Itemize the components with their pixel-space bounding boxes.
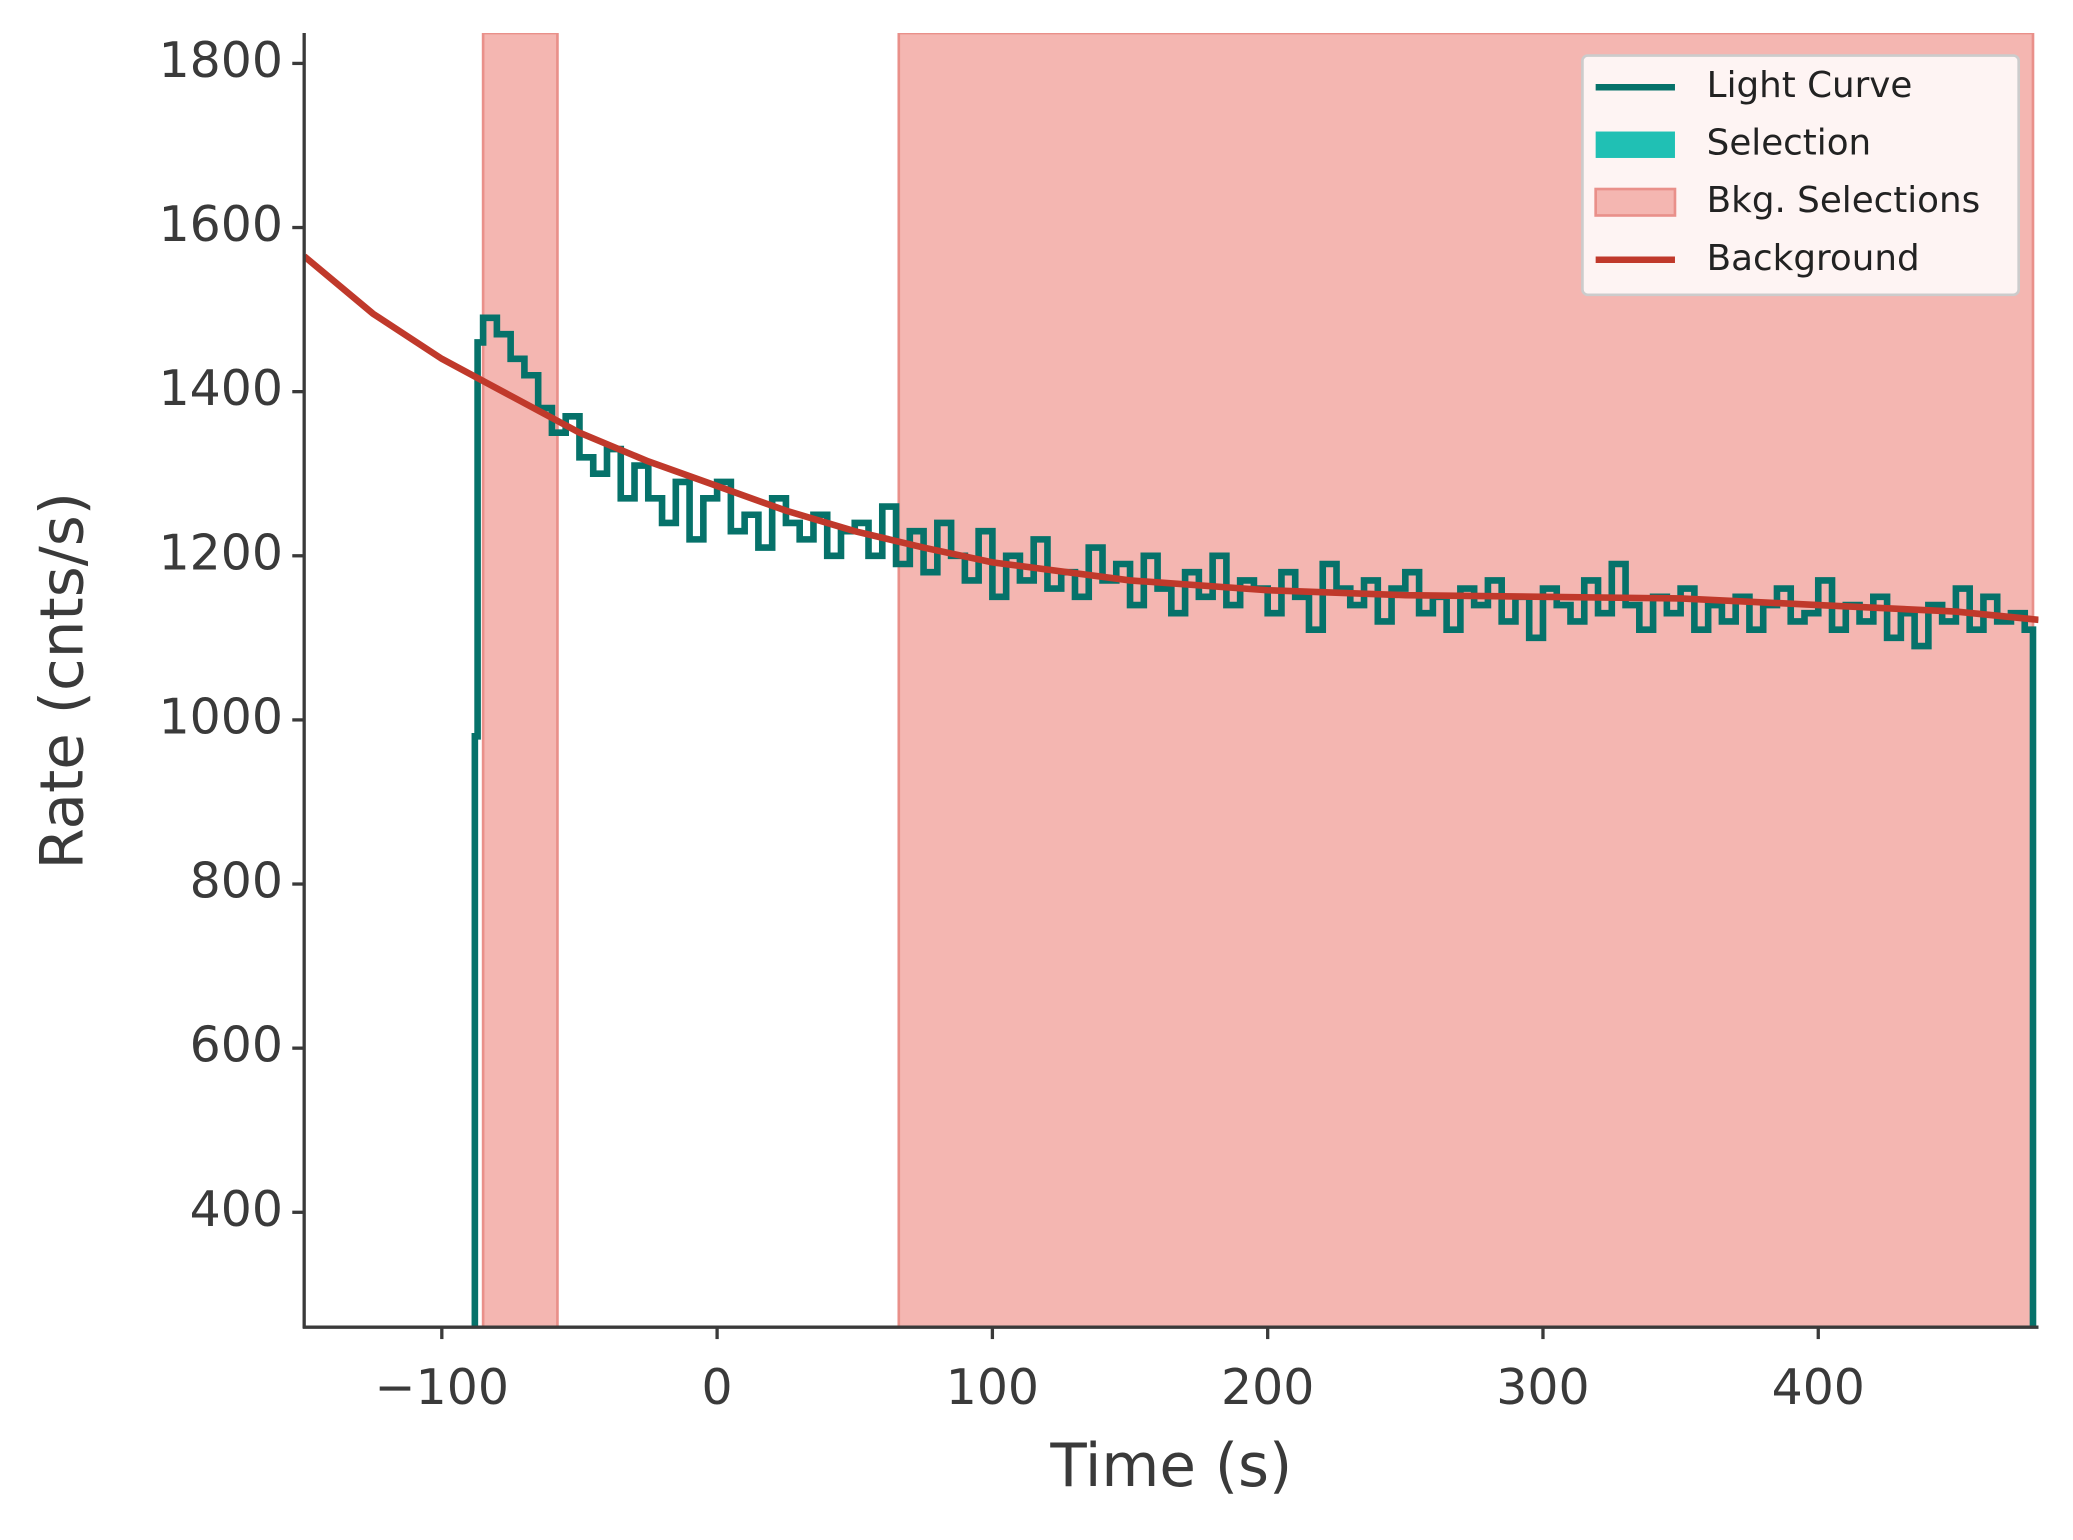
legend: Light Curve Selection Bkg. Selections Backg…: [1581, 54, 2020, 297]
x-tick-label: 400: [1772, 1359, 1865, 1416]
y-tick-label: 1000: [159, 688, 283, 745]
y-tick-label: 1400: [159, 360, 283, 417]
legend-label: Background: [1707, 238, 1920, 279]
y-tick-label: 1800: [159, 32, 283, 89]
y-tick-label: 1200: [159, 524, 283, 581]
x-tick-label: 300: [1496, 1359, 1589, 1416]
y-tick-label: 1600: [159, 196, 283, 253]
y-axis-label: Rate (cnts/s): [28, 492, 97, 869]
y-tick-label: 400: [190, 1181, 283, 1238]
x-tick-label: 0: [702, 1359, 733, 1416]
legend-label: Bkg. Selections: [1707, 180, 1981, 221]
axes: [292, 33, 2039, 1340]
y-tick-label: 600: [190, 1017, 283, 1074]
legend-label: Selection: [1707, 123, 1871, 164]
light-curve: [471, 314, 2037, 1328]
x-tick-label: 100: [946, 1359, 1039, 1416]
x-axis-label: Time (s): [1049, 1432, 1292, 1501]
y-tick-label: 800: [190, 853, 283, 910]
legend-swatch: [1594, 187, 1677, 217]
legend-swatch: [1595, 131, 1675, 158]
legend-label: Light Curve: [1707, 65, 1913, 106]
background-curve: [304, 253, 2039, 624]
bkg-selection: [481, 33, 559, 1328]
x-tick-label: −100: [375, 1359, 509, 1416]
x-tick-label: 200: [1221, 1359, 1314, 1416]
